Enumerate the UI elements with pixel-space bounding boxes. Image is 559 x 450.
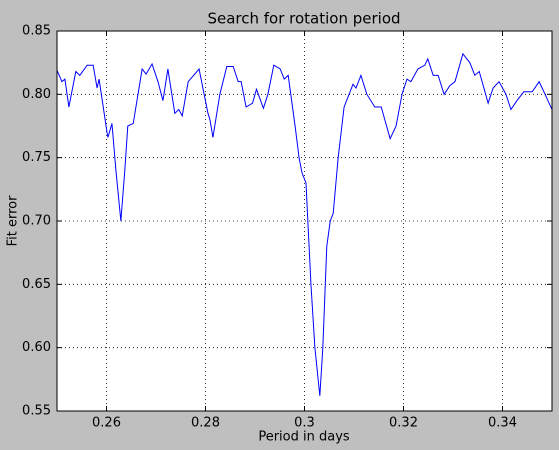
y-tick-label: 0.85 bbox=[22, 24, 51, 39]
x-tick-label: 0.34 bbox=[488, 416, 517, 431]
y-tick-label: 0.75 bbox=[22, 150, 51, 165]
x-tick-label: 0.28 bbox=[191, 416, 220, 431]
y-axis-label: Fit error bbox=[6, 195, 21, 247]
data-line bbox=[56, 52, 553, 396]
y-tick-label: 0.65 bbox=[22, 277, 51, 292]
y-tick-label: 0.80 bbox=[22, 87, 51, 102]
chart-title: Search for rotation period bbox=[207, 10, 400, 28]
x-tick-label: 0.32 bbox=[389, 416, 418, 431]
y-tick-label: 0.60 bbox=[22, 340, 51, 355]
x-tick-label: 0.26 bbox=[92, 416, 121, 431]
y-tick-label: 0.70 bbox=[22, 214, 51, 229]
y-tick-label: 0.55 bbox=[22, 404, 51, 419]
x-axis-label: Period in days bbox=[258, 430, 350, 445]
plot-frame bbox=[56, 30, 553, 412]
x-tick-label: 0.3 bbox=[294, 416, 315, 431]
